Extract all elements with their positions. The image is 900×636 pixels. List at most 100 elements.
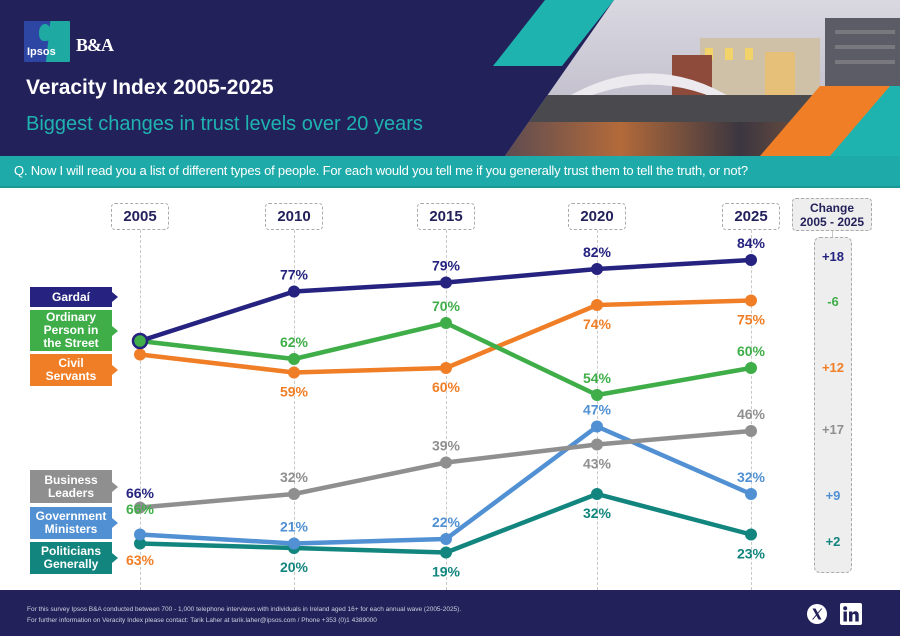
data-label-2010: 59%: [280, 384, 309, 400]
data-label-2005: 66%: [126, 501, 155, 517]
change-value-government-ministers: +9: [825, 488, 841, 503]
data-point-2020: [591, 438, 603, 451]
footer: For this survey Ipsos B&A conducted betw…: [0, 590, 900, 636]
orange-accent: [760, 86, 890, 156]
data-point-2005: [134, 528, 146, 541]
teal-accent-top: [493, 0, 614, 66]
survey-question: Q. Now I will read you a list of differe…: [14, 163, 748, 178]
legend-label: Politicians Generally: [40, 544, 102, 571]
legend-tag-government-ministers: Government Ministers: [30, 507, 118, 539]
data-point-2015: [440, 546, 452, 559]
data-point-2015: [440, 456, 452, 469]
data-label-2010: 21%: [280, 519, 309, 535]
legend-label: Ordinary Person in the Street: [43, 310, 99, 350]
data-point-2010: [288, 353, 300, 365]
data-point-2005: [131, 332, 149, 350]
linkedin-icon[interactable]: [840, 603, 862, 625]
change-value-business-leaders: +17: [821, 422, 845, 437]
data-point-2010: [288, 488, 300, 500]
ba-logo-text: B&A: [76, 35, 114, 55]
data-label-2010: 77%: [280, 267, 309, 283]
data-label-2015: 39%: [432, 438, 461, 454]
x-tick-label-2005: 2005: [111, 203, 169, 230]
data-label-2020: 54%: [583, 370, 612, 386]
change-column: [814, 237, 852, 573]
data-point-2005: [134, 537, 146, 550]
x-tick-label-2020: 2020: [568, 203, 626, 230]
data-label-2025: 84%: [737, 235, 766, 251]
data-label-2010: 20%: [280, 559, 309, 575]
line-chart: 21%20%19%32%23%23%21%22%47%32%29%32%39%4…: [126, 235, 766, 580]
legend-label: Business Leaders: [44, 472, 98, 500]
legend-label: Government Ministers: [35, 509, 107, 536]
gridline-2025: [751, 230, 752, 590]
gridline-2005: [140, 230, 141, 590]
chart-area: 2005 2010 2015 2020 2025 Change 2005 - 2025 …: [0, 190, 900, 590]
ipsos-logo-text: Ipsos: [27, 46, 56, 58]
footer-contact-note: For further information on Veracity Inde…: [27, 617, 377, 624]
data-label-2025: 60%: [737, 343, 766, 359]
data-label-2020: 74%: [583, 316, 612, 332]
legend-tag-politicians-generally: Politicians Generally: [30, 542, 118, 574]
x-tick-label-2025: 2025: [722, 203, 780, 230]
change-value-ordinary-person-in-the-street: -6: [827, 294, 839, 309]
ipsos-ba-logo: Ipsos B&A: [24, 21, 114, 62]
data-label-2020: 32%: [583, 505, 612, 521]
series-civil-servants: 63% 59% 60% 74% 75%: [126, 294, 766, 568]
footer-methodology-note: For this survey Ipsos B&A conducted betw…: [27, 606, 462, 613]
data-label-2015: 70%: [432, 298, 461, 314]
data-point-2025: [745, 254, 757, 266]
data-label-2025: 32%: [737, 469, 766, 485]
data-point-2020: [591, 299, 603, 311]
change-header-line1: Change: [809, 201, 854, 215]
change-connector: [832, 231, 833, 237]
change-value-garda-: +18: [821, 249, 845, 264]
question-bar: Q. Now I will read you a list of differe…: [0, 156, 900, 188]
series-politicians-generally: 21% 20% 19% 32% 23%: [134, 488, 766, 580]
data-point-2020: [591, 488, 603, 500]
data-point-2020: [591, 263, 603, 275]
data-point-2005: [134, 501, 146, 514]
data-label-2005: 66%: [126, 485, 155, 501]
data-point-2025: [745, 294, 757, 307]
ipsos-logo-mark: Ipsos: [24, 21, 70, 62]
data-label-2010: 62%: [280, 334, 309, 350]
legend-tag-civil-servants: Civil Servants: [30, 354, 118, 386]
data-label-2015: 60%: [432, 379, 461, 395]
header-banner: Ipsos B&A Veracity Index 2005-2025 Bigge…: [0, 0, 900, 156]
data-point-2010: [288, 537, 300, 550]
data-point-2020: [591, 420, 603, 433]
data-label-2005: 63%: [126, 552, 155, 568]
series-government-ministers: 23%21%22%47%32%: [134, 402, 766, 550]
gridline-2020: [597, 230, 598, 590]
series-business-leaders: 29%32%39%43%46%: [134, 406, 766, 514]
x-tick-label-2015: 2015: [417, 203, 475, 230]
data-point-2005: [134, 348, 146, 361]
x-tick-label-2010: 2010: [265, 203, 323, 230]
legend-tag-garda-: Gardaí: [30, 287, 118, 307]
x-icon[interactable]: [806, 603, 828, 625]
data-label-2025: 23%: [737, 546, 766, 562]
legend-label: Civil Servants: [45, 356, 97, 383]
data-label-2020: 82%: [583, 244, 612, 260]
data-point-2015: [440, 362, 452, 374]
header-photo: [493, 0, 900, 156]
legend-tag-ordinary-person-in-the-street: Ordinary Person in the Street: [30, 310, 118, 351]
legend-label: Gardaí: [51, 289, 90, 304]
series-ordinary-person-in-the-street: 66% 62% 70% 54% 60%: [126, 298, 766, 517]
data-point-2025: [745, 488, 757, 500]
data-point-2010: [288, 285, 300, 298]
data-label-2010: 32%: [280, 469, 309, 485]
data-point-2025: [745, 528, 757, 541]
page-subtitle: Biggest changes in trust levels over 20 …: [26, 113, 423, 135]
data-label-2015: 19%: [432, 564, 461, 580]
change-header-line2: 2005 - 2025: [799, 215, 865, 229]
data-point-2020: [591, 389, 603, 401]
data-point-2010: [288, 366, 300, 379]
data-point-2025: [745, 362, 757, 374]
data-label-2025: 46%: [737, 406, 766, 422]
data-point-2015: [440, 317, 452, 329]
change-header: Change 2005 - 2025: [792, 198, 872, 231]
data-point-2015: [440, 276, 452, 289]
data-label-2015: 79%: [432, 258, 461, 274]
